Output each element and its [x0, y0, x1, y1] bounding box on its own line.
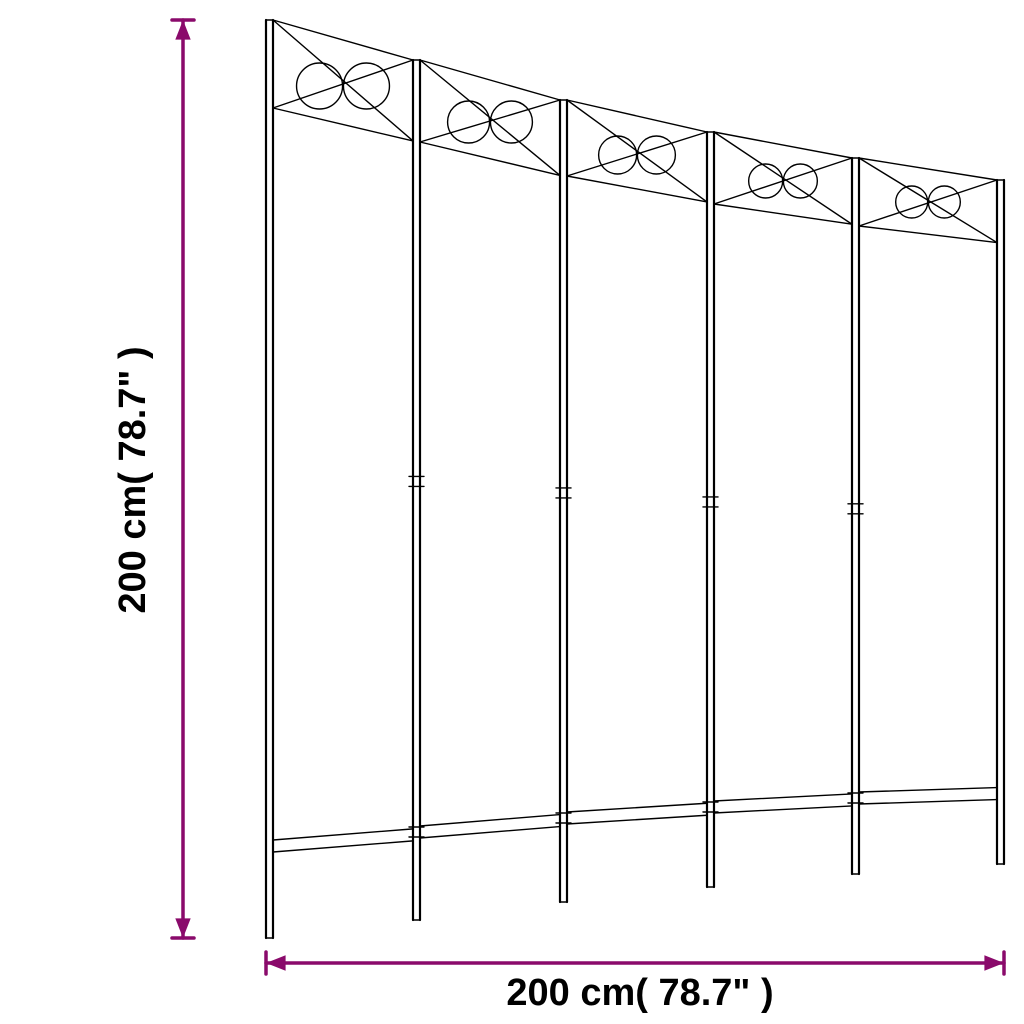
technical-drawing: 200 cm( 78.7" ) 200 cm( 78.7" ): [0, 0, 1024, 1024]
height-label: 200 cm( 78.7" ): [112, 346, 154, 613]
width-label: 200 cm( 78.7" ): [506, 972, 773, 1014]
height-dimension: 200 cm( 78.7" ): [112, 20, 194, 938]
width-dimension: 200 cm( 78.7" ): [266, 952, 1004, 1014]
room-divider: [266, 20, 1004, 938]
